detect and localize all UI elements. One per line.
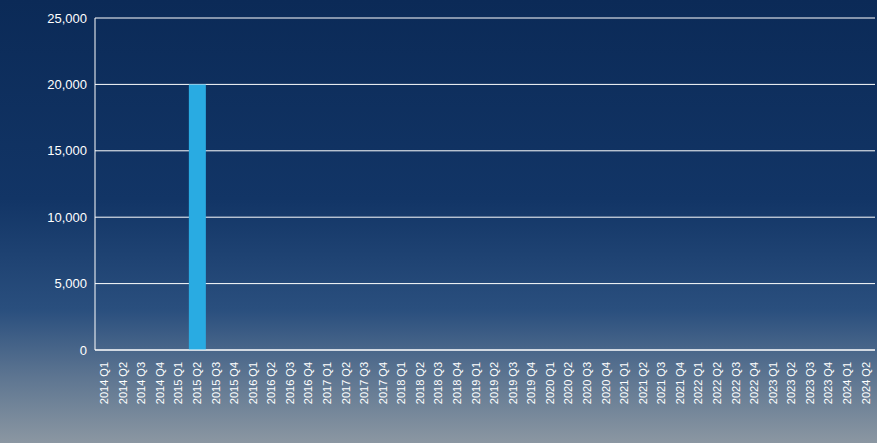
svg-text:2015 Q2: 2015 Q2 bbox=[191, 362, 203, 404]
svg-text:2014 Q1: 2014 Q1 bbox=[98, 362, 110, 404]
svg-text:2020 Q3: 2020 Q3 bbox=[581, 362, 593, 404]
svg-text:2018 Q1: 2018 Q1 bbox=[395, 362, 407, 404]
svg-text:2019 Q1: 2019 Q1 bbox=[470, 362, 482, 404]
svg-text:2022 Q4: 2022 Q4 bbox=[748, 362, 760, 404]
svg-text:5,000: 5,000 bbox=[54, 276, 87, 291]
svg-text:2020 Q2: 2020 Q2 bbox=[562, 362, 574, 404]
svg-text:2024 Q2: 2024 Q2 bbox=[860, 362, 872, 404]
svg-text:2022 Q1: 2022 Q1 bbox=[692, 362, 704, 404]
svg-text:2019 Q3: 2019 Q3 bbox=[507, 362, 519, 404]
svg-text:2020 Q4: 2020 Q4 bbox=[600, 362, 612, 404]
svg-text:2024 Q1: 2024 Q1 bbox=[841, 362, 853, 404]
svg-text:2023 Q1: 2023 Q1 bbox=[767, 362, 779, 404]
svg-text:2018 Q2: 2018 Q2 bbox=[414, 362, 426, 404]
svg-text:2018 Q4: 2018 Q4 bbox=[451, 362, 463, 404]
svg-text:2021 Q2: 2021 Q2 bbox=[637, 362, 649, 404]
svg-text:2015 Q1: 2015 Q1 bbox=[172, 362, 184, 404]
svg-text:2014 Q3: 2014 Q3 bbox=[135, 362, 147, 404]
svg-text:2023 Q4: 2023 Q4 bbox=[822, 362, 834, 404]
svg-text:2017 Q3: 2017 Q3 bbox=[358, 362, 370, 404]
svg-text:2017 Q2: 2017 Q2 bbox=[340, 362, 352, 404]
svg-text:2017 Q4: 2017 Q4 bbox=[377, 362, 389, 404]
svg-text:2021 Q1: 2021 Q1 bbox=[618, 362, 630, 404]
svg-text:25,000: 25,000 bbox=[47, 11, 87, 26]
svg-text:2016 Q1: 2016 Q1 bbox=[247, 362, 259, 404]
svg-text:0: 0 bbox=[80, 343, 87, 358]
svg-text:2017 Q1: 2017 Q1 bbox=[321, 362, 333, 404]
svg-text:2022 Q2: 2022 Q2 bbox=[711, 362, 723, 404]
svg-text:2015 Q3: 2015 Q3 bbox=[210, 362, 222, 404]
svg-text:2022 Q3: 2022 Q3 bbox=[730, 362, 742, 404]
svg-text:15,000: 15,000 bbox=[47, 143, 87, 158]
svg-text:2016 Q2: 2016 Q2 bbox=[265, 362, 277, 404]
svg-text:10,000: 10,000 bbox=[47, 210, 87, 225]
svg-text:2016 Q3: 2016 Q3 bbox=[284, 362, 296, 404]
svg-text:2014 Q4: 2014 Q4 bbox=[154, 362, 166, 404]
svg-text:2019 Q2: 2019 Q2 bbox=[488, 362, 500, 404]
svg-text:2023 Q2: 2023 Q2 bbox=[785, 362, 797, 404]
svg-text:2023 Q3: 2023 Q3 bbox=[804, 362, 816, 404]
svg-text:2018 Q3: 2018 Q3 bbox=[432, 362, 444, 404]
svg-text:2016 Q4: 2016 Q4 bbox=[302, 362, 314, 404]
svg-text:20,000: 20,000 bbox=[47, 77, 87, 92]
svg-text:2019 Q4: 2019 Q4 bbox=[525, 362, 537, 404]
svg-text:2014 Q2: 2014 Q2 bbox=[117, 362, 129, 404]
svg-text:2021 Q4: 2021 Q4 bbox=[674, 362, 686, 404]
svg-text:2015 Q4: 2015 Q4 bbox=[228, 362, 240, 404]
svg-text:2020 Q1: 2020 Q1 bbox=[544, 362, 556, 404]
svg-text:2021 Q3: 2021 Q3 bbox=[655, 362, 667, 404]
